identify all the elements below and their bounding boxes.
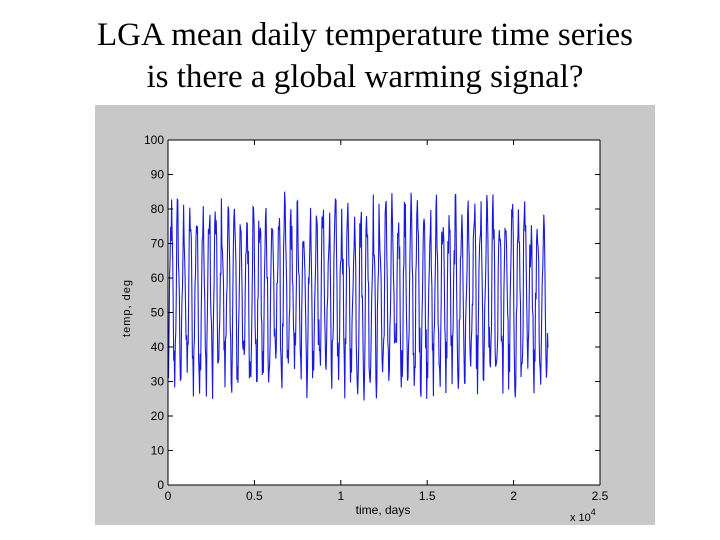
y-tick-label: 60 <box>151 271 165 285</box>
x-tick-label: 0.5 <box>246 489 263 503</box>
slide-title: LGA mean daily temperature time series i… <box>0 14 720 98</box>
slide-title-line-1: LGA mean daily temperature time series <box>96 17 634 53</box>
y-tick-label: 90 <box>151 168 165 182</box>
y-tick-label: 40 <box>151 340 165 354</box>
x-tick-label: 2 <box>510 489 517 503</box>
x-tick-label: 2.5 <box>592 489 609 503</box>
y-tick-label: 80 <box>151 202 165 216</box>
tick-layer: 0 10 20 30 40 50 60 70 80 90 100 0 0.5 1 1.5 2 2.5 <box>144 133 609 503</box>
y-tick-label: 20 <box>151 409 165 423</box>
x-tick-label: 1.5 <box>419 489 436 503</box>
y-tick-label: 50 <box>151 306 165 320</box>
x-axis-exponent: x 104 <box>570 507 596 524</box>
y-axis-label: temp, deg <box>121 279 133 337</box>
series-layer <box>167 191 549 401</box>
temperature-series-line <box>167 191 549 401</box>
x-axis-label: time, days <box>356 503 411 517</box>
y-tick-label: 30 <box>151 375 165 389</box>
x-tick-label: 0 <box>165 489 172 503</box>
matlab-figure: 0 10 20 30 40 50 60 70 80 90 100 0 0.5 1 1.5 2 2.5 time,… <box>95 105 655 525</box>
y-tick-label: 10 <box>151 444 165 458</box>
x-axis-exponent-power: 4 <box>591 507 596 517</box>
x-tick-label: 1 <box>337 489 344 503</box>
slide-title-line-2: is there a global warming signal? <box>146 59 584 95</box>
y-tick-label: 70 <box>151 237 165 251</box>
y-tick-label: 0 <box>157 478 164 492</box>
y-tick-label: 100 <box>144 133 164 147</box>
x-axis-exponent-base: x 10 <box>570 512 591 524</box>
